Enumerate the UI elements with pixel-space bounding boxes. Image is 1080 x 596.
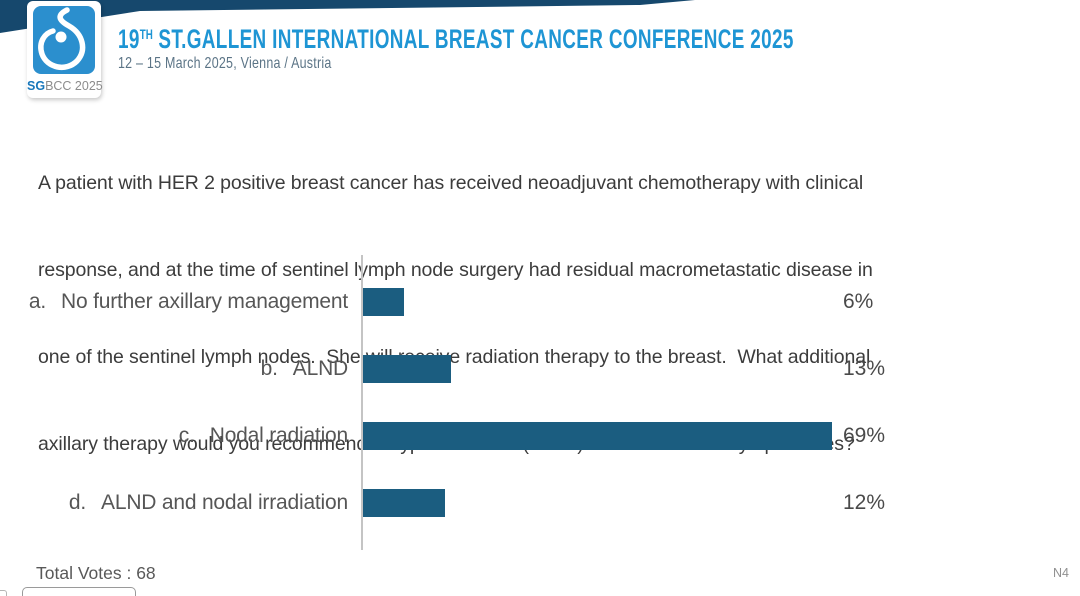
option-text: No further axillary management [61, 290, 348, 313]
result-percent-c: 69% [843, 424, 886, 447]
result-bar-a [363, 288, 404, 316]
sgbcc-logo-caption: SGBCC 2025 [27, 79, 103, 93]
answer-label-c: c. Nodal radiation [179, 422, 348, 450]
answer-label-b: b. ALND [260, 355, 349, 383]
result-percent-a: 6% [843, 290, 874, 313]
option-letter: a. [28, 290, 47, 313]
title-text: ST.GALLEN INTERNATIONAL BREAST CANCER CO… [152, 24, 794, 54]
conference-date-location: 12 – 15 March 2025, Vienna / Austria [118, 55, 332, 72]
result-bar-c [363, 422, 833, 450]
question-line: response, and at the time of sentinel ly… [38, 259, 873, 281]
chart-baseline-axis [361, 255, 363, 550]
total-votes: Total Votes : 68 [36, 563, 156, 583]
title-superscript: TH [139, 26, 153, 42]
cutoff-button-box[interactable] [22, 587, 136, 596]
result-percent-d: 12% [843, 491, 886, 514]
conference-title: 19TH ST.GALLEN INTERNATIONAL BREAST CANC… [118, 24, 794, 55]
sgbcc-logo-icon [33, 6, 95, 74]
corner-cutoff-mark [0, 590, 7, 596]
answer-label-d: d. ALND and nodal irradiation [69, 489, 348, 517]
question-line: A patient with HER 2 positive breast can… [38, 172, 864, 194]
result-percent-b: 13% [843, 357, 886, 380]
logo-caption-rest: BCC 2025 [45, 79, 103, 93]
answer-label-a: a. No further axillary management [29, 288, 348, 316]
option-letter: c. [178, 424, 195, 447]
slide-code: N4 [1053, 566, 1069, 580]
option-text: ALND and nodal irradiation [101, 491, 348, 514]
breast-drop-icon [38, 7, 86, 71]
option-letter: d. [68, 491, 87, 514]
option-text: ALND [292, 357, 348, 380]
option-text: Nodal radiation [209, 424, 348, 447]
question-line: one of the sentinel lymph nodes. She wil… [38, 346, 871, 368]
result-bar-d [363, 489, 445, 517]
option-letter: b. [260, 357, 278, 380]
title-number: 19 [118, 24, 140, 54]
sgbcc-logo-card: SGBCC 2025 [27, 1, 103, 98]
poll-question: A patient with HER 2 positive breast can… [38, 111, 873, 517]
result-bar-b [363, 355, 452, 383]
logo-caption-sg: SG [27, 79, 46, 93]
